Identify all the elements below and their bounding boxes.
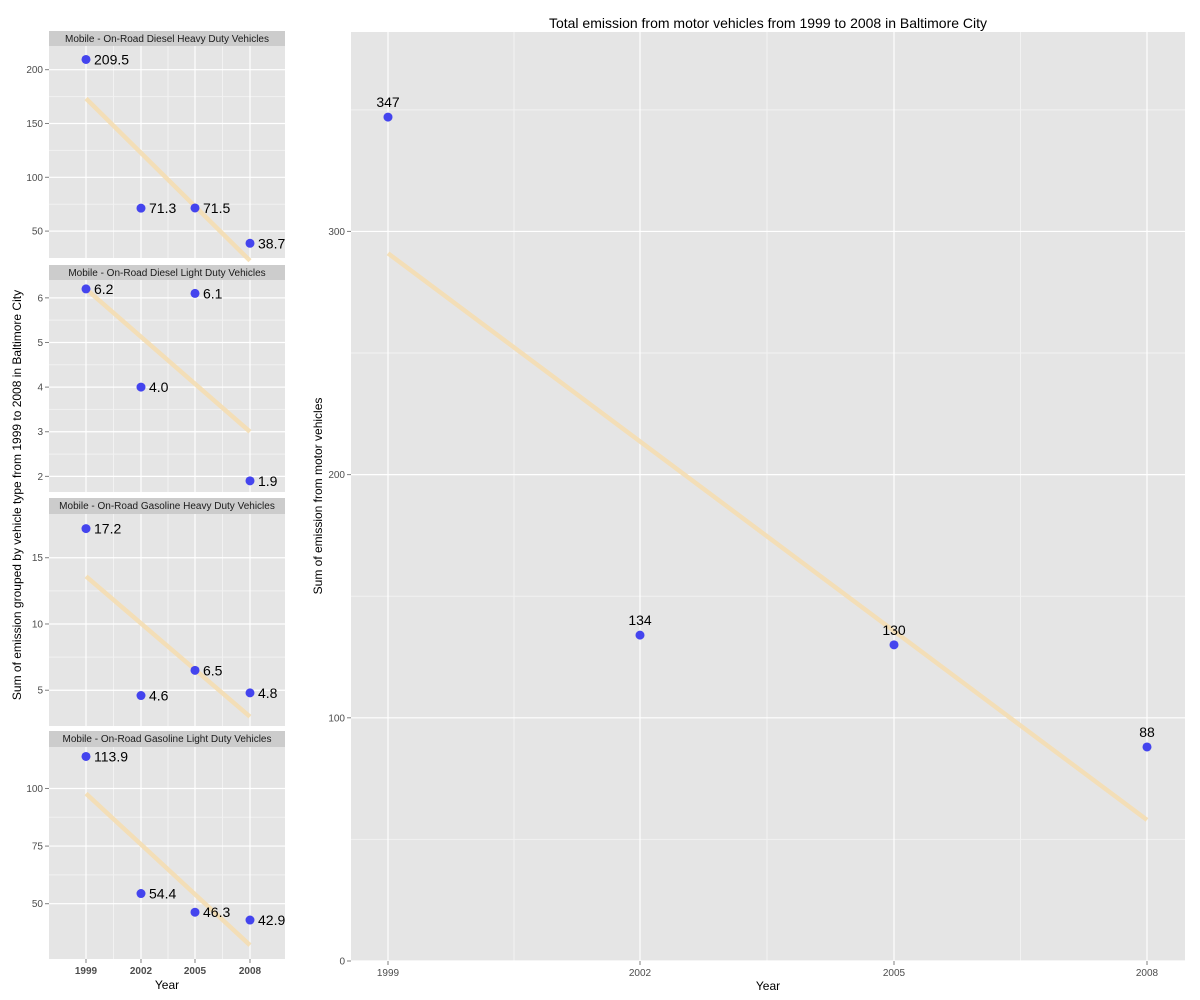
data-label: 17.2: [94, 521, 121, 537]
data-label: 38.7: [258, 235, 285, 251]
trend-line: [84, 96, 252, 263]
facet-plot-area: [49, 747, 285, 959]
x-tick-label: 2002: [130, 966, 153, 977]
data-point: [136, 203, 146, 213]
facet-strip-label: Mobile - On-Road Diesel Light Duty Vehic…: [68, 268, 265, 279]
data-label: 6.2: [94, 281, 114, 297]
y-tick-label: 15: [32, 553, 44, 564]
y-tick-label: 0: [339, 957, 345, 968]
data-label: 347: [376, 94, 400, 110]
data-label: 209.5: [94, 51, 129, 67]
y-tick-label: 200: [26, 65, 43, 76]
x-axis-title: Year: [155, 978, 179, 992]
data-point: [245, 915, 255, 925]
x-tick-label: 2005: [883, 968, 906, 979]
x-tick-label: 1999: [75, 966, 98, 977]
facet-strip: [49, 498, 285, 514]
data-label: 6.5: [203, 662, 223, 678]
facet-strip-label: Mobile - On-Road Gasoline Heavy Duty Veh…: [59, 501, 275, 512]
total-plot-area: [351, 32, 1185, 961]
y-tick-label: 50: [32, 227, 44, 238]
y-tick-label: 300: [328, 227, 345, 238]
trend-line: [84, 791, 252, 947]
data-point: [383, 112, 393, 122]
data-label: 4.0: [149, 379, 169, 395]
data-label: 46.3: [203, 904, 230, 920]
data-label: 71.5: [203, 200, 230, 216]
trend-line: [386, 251, 1149, 822]
facet-plot-area: [49, 280, 285, 492]
data-label: 4.6: [149, 688, 169, 704]
data-label: 71.3: [149, 200, 176, 216]
data-point: [136, 889, 146, 899]
y-tick-label: 4: [37, 383, 43, 394]
data-point: [190, 203, 200, 213]
data-point: [190, 907, 200, 917]
data-label: 54.4: [149, 886, 176, 902]
data-point: [136, 691, 146, 701]
data-point: [81, 284, 91, 294]
data-label: 88: [1139, 724, 1155, 740]
data-label: 113.9: [94, 748, 128, 764]
y-tick-label: 200: [328, 470, 345, 481]
y-axis-title: Sum of emission grouped by vehicle type …: [10, 290, 24, 700]
x-axis-title: Year: [756, 979, 780, 993]
facet-strip: [49, 265, 285, 280]
data-point: [81, 751, 91, 761]
data-label: 6.1: [203, 285, 223, 301]
y-axis-title: Sum of emission from motor vehicles: [311, 398, 325, 595]
y-tick-label: 100: [26, 784, 43, 795]
facet-strip: [49, 31, 285, 46]
x-tick-label: 2002: [629, 968, 652, 979]
facet-strip: [49, 731, 285, 747]
x-tick-label: 2005: [184, 966, 207, 977]
data-point: [190, 288, 200, 298]
data-label: 42.9: [258, 912, 285, 928]
data-label: 134: [628, 612, 652, 628]
facet-panel-2: Mobile - On-Road Diesel Light Duty Vehic…: [37, 265, 285, 492]
data-point: [635, 630, 645, 640]
data-point: [81, 54, 91, 64]
y-tick-label: 6: [37, 293, 43, 304]
y-tick-label: 3: [37, 427, 43, 438]
data-point: [136, 382, 146, 392]
data-point: [81, 524, 91, 534]
data-point: [190, 665, 200, 675]
facet-panel-1: Mobile - On-Road Diesel Heavy Duty Vehic…: [26, 31, 285, 263]
chart-title: Total emission from motor vehicles from …: [549, 15, 987, 31]
y-tick-label: 150: [26, 119, 43, 130]
y-tick-label: 100: [26, 173, 43, 184]
data-point: [1142, 742, 1152, 752]
trend-line: [84, 574, 252, 719]
trend-line: [84, 287, 252, 434]
facet-panel-3: Mobile - On-Road Gasoline Heavy Duty Veh…: [32, 498, 285, 726]
facet-strip-label: Mobile - On-Road Gasoline Light Duty Veh…: [63, 734, 272, 745]
x-tick-label: 2008: [239, 966, 262, 977]
facet-panel-4: Mobile - On-Road Gasoline Light Duty Veh…: [26, 731, 285, 959]
y-tick-label: 10: [32, 619, 44, 630]
y-tick-label: 2: [37, 472, 43, 483]
y-tick-label: 75: [32, 842, 44, 853]
data-point: [889, 640, 899, 650]
facet-strip-label: Mobile - On-Road Diesel Heavy Duty Vehic…: [65, 34, 269, 45]
y-tick-label: 50: [32, 899, 44, 910]
data-label: 1.9: [258, 473, 278, 489]
y-tick-label: 100: [328, 713, 345, 724]
x-tick-label: 2008: [1136, 968, 1159, 979]
data-label: 4.8: [258, 685, 278, 701]
y-tick-label: 5: [37, 338, 43, 349]
data-label: 130: [882, 622, 906, 638]
data-point: [245, 476, 255, 486]
total-panel: Total emission from motor vehicles from …: [311, 15, 1185, 993]
facet-plot-area: [49, 46, 285, 258]
x-tick-label: 1999: [377, 968, 400, 979]
data-point: [245, 688, 255, 698]
data-point: [245, 238, 255, 248]
y-tick-label: 5: [37, 686, 43, 697]
